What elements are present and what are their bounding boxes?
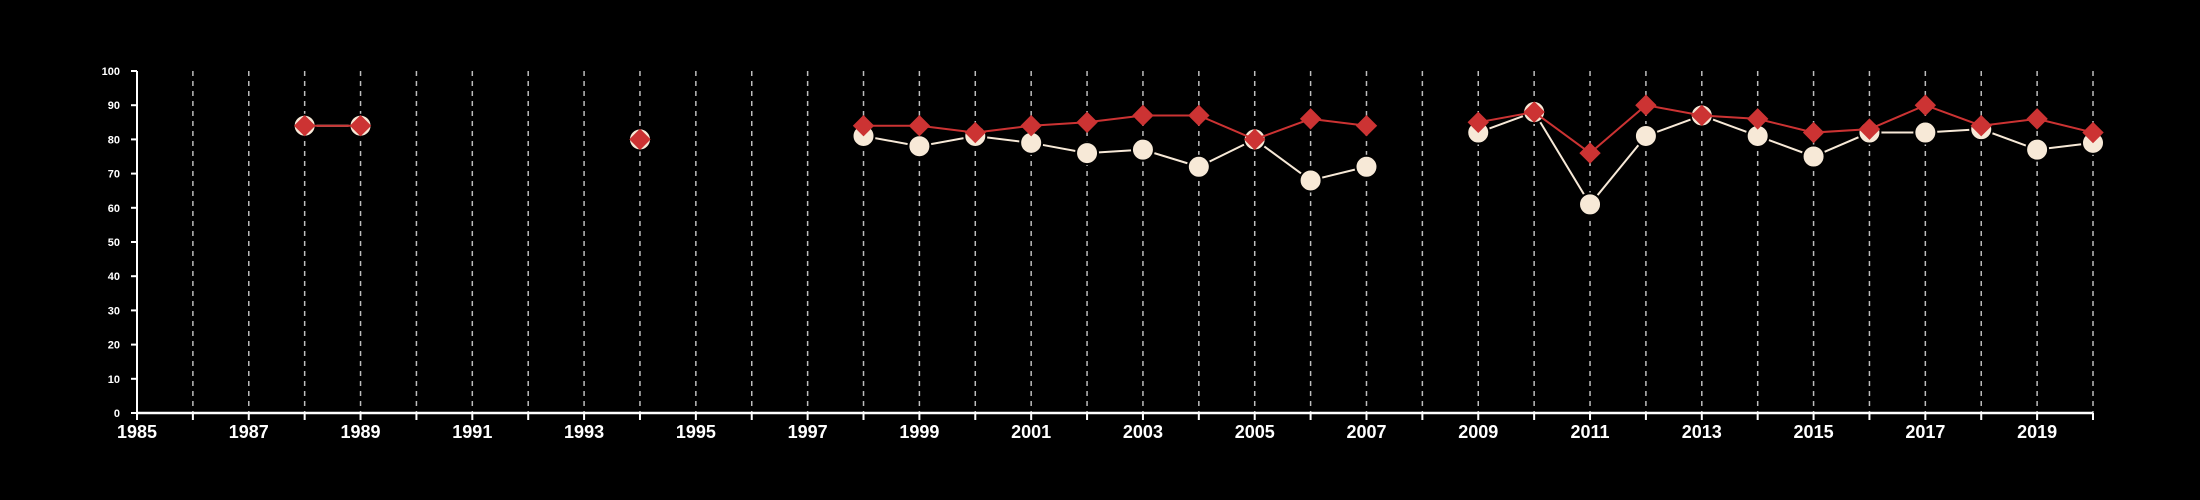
x-tick-label-1987: 1987	[229, 422, 269, 442]
y-tick-label-100: 100	[102, 66, 120, 78]
y-tick-label-40: 40	[108, 271, 120, 283]
point-1-2016	[1858, 118, 1881, 140]
x-tick-label-1989: 1989	[341, 422, 381, 442]
x-tick-label-2003: 2003	[1123, 422, 1163, 442]
point-1-2020	[2082, 121, 2104, 144]
x-tick-label-1997: 1997	[788, 422, 828, 442]
x-tick-label-2001: 2001	[1011, 422, 1051, 442]
x-tick-label-1991: 1991	[452, 422, 492, 442]
series-layer	[292, 94, 2105, 217]
point-1-1998	[852, 115, 875, 137]
point-1-2014	[1746, 108, 1769, 130]
point-1-1999	[908, 115, 931, 137]
point-0-2002	[1075, 141, 1100, 166]
point-0-2015	[1801, 144, 1826, 169]
point-1-2012	[1635, 94, 1657, 116]
x-tick-label-2009: 2009	[1458, 422, 1498, 442]
point-0-2012	[1633, 123, 1658, 148]
y-tick-label-90: 90	[108, 100, 120, 112]
point-1-2006	[1299, 108, 1322, 130]
x-tick-label-2013: 2013	[1682, 422, 1722, 442]
point-0-2003	[1130, 137, 1155, 162]
y-tick-label-30: 30	[108, 305, 120, 317]
point-1-1994	[629, 128, 651, 151]
point-1-1989	[349, 115, 372, 137]
point-1-1988	[293, 115, 316, 137]
series-1-line-2	[863, 114, 1367, 141]
point-1-2004	[1188, 104, 1210, 127]
y-tick-label-10: 10	[108, 374, 120, 386]
point-0-2004	[1186, 154, 1211, 179]
point-1-2009	[1467, 111, 1489, 134]
x-tick-label-1999: 1999	[899, 422, 939, 442]
point-1-2003	[1132, 104, 1154, 127]
vertical-grid	[192, 71, 2094, 413]
x-tick-label-1985: 1985	[117, 422, 157, 442]
series-0-line-2	[863, 134, 1367, 182]
y-tick-label-60: 60	[108, 203, 120, 215]
point-0-1999	[907, 134, 932, 159]
point-1-2015	[1802, 121, 1825, 144]
x-tick-label-2005: 2005	[1235, 422, 1275, 442]
x-tick-label-2007: 2007	[1346, 422, 1386, 442]
x-tick-label-2019: 2019	[2017, 422, 2057, 442]
x-tick-label-1993: 1993	[564, 422, 604, 442]
series-1	[293, 94, 2104, 164]
point-1-2013	[1691, 104, 1713, 127]
point-1-2002	[1076, 111, 1098, 134]
point-1-2000	[964, 121, 986, 144]
point-1-2017	[1914, 94, 1937, 116]
point-0-2007	[1354, 154, 1379, 179]
x-tick-label-2015: 2015	[1794, 422, 1834, 442]
point-1-2010	[1523, 101, 1545, 123]
point-1-2019	[2026, 108, 2048, 130]
point-0-2011	[1578, 192, 1603, 217]
point-0-2006	[1298, 168, 1323, 193]
x-tick-label-2011: 2011	[1570, 422, 1609, 442]
y-tick-label-20: 20	[108, 340, 120, 352]
point-1-2011	[1579, 142, 1601, 164]
point-1-2005	[1244, 128, 1266, 151]
point-1-2001	[1020, 115, 1042, 137]
point-0-2017	[1913, 120, 1938, 145]
point-1-2007	[1355, 115, 1378, 137]
point-1-2018	[1970, 115, 1992, 137]
y-tick-label-0: 0	[114, 408, 120, 420]
axes: 0 10 20 30 40 50 60 70 80 90 100 1985 1987 1989 1991 19…	[102, 66, 2094, 442]
x-tick-label-2017: 2017	[1905, 422, 1945, 442]
y-tick-label-80: 80	[108, 134, 120, 146]
x-tick-label-1995: 1995	[676, 422, 716, 442]
point-0-2019	[2025, 137, 2050, 162]
y-tick-label-70: 70	[108, 169, 120, 181]
y-tick-label-50: 50	[108, 237, 120, 249]
